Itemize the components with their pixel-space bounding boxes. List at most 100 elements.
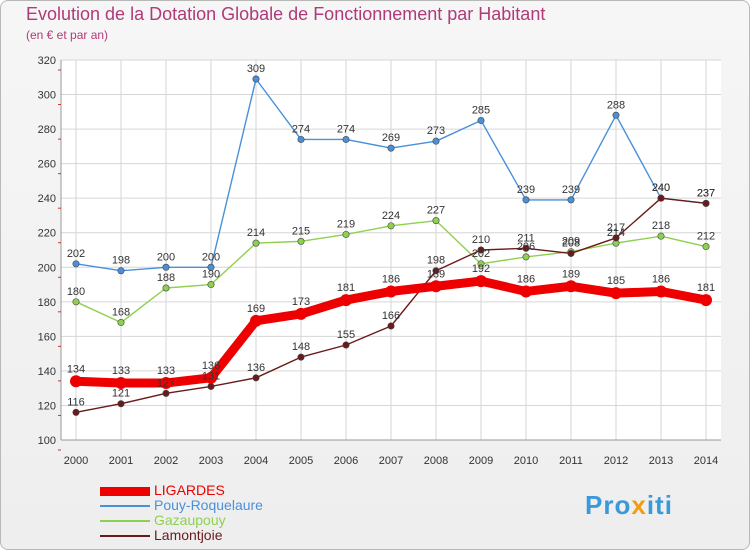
point-lamontjoie bbox=[657, 194, 665, 202]
data-label-gazaupouy: 180 bbox=[67, 286, 85, 298]
proxiti-logo: Proxiti bbox=[585, 490, 673, 521]
data-label-lamontjoie: 198 bbox=[427, 255, 445, 267]
y-tick-label: 280 bbox=[38, 124, 56, 136]
y-tick-label: 200 bbox=[38, 262, 56, 274]
point-gazaupouy bbox=[657, 232, 665, 240]
data-label-ligardes: 133 bbox=[112, 365, 130, 377]
point-pouy-roquelaure bbox=[342, 135, 350, 143]
data-label-ligardes: 186 bbox=[382, 273, 400, 285]
data-label-ligardes: 134 bbox=[67, 363, 85, 375]
point-pouy-roquelaure bbox=[117, 267, 125, 275]
data-label-pouy-roquelaure: 200 bbox=[157, 251, 175, 263]
data-label-pouy-roquelaure: 274 bbox=[292, 123, 310, 135]
data-label-pouy-roquelaure: 269 bbox=[382, 132, 400, 144]
data-label-lamontjoie: 166 bbox=[382, 310, 400, 322]
y-axis: 100 120 140 160 180 200 220 240 260 280 300 320 bbox=[38, 55, 61, 451]
data-label-gazaupouy: 214 bbox=[247, 227, 265, 239]
point-lamontjoie bbox=[477, 246, 485, 254]
data-label-gazaupouy: 218 bbox=[652, 220, 670, 232]
x-tick-label: 2002 bbox=[154, 455, 178, 467]
data-label-pouy-roquelaure: 273 bbox=[427, 125, 445, 137]
point-lamontjoie bbox=[702, 199, 710, 207]
data-label-pouy-roquelaure: 239 bbox=[517, 184, 535, 196]
y-tick-label: 120 bbox=[38, 400, 56, 412]
legend-label: LIGARDES bbox=[154, 482, 225, 498]
data-label-gazaupouy: 212 bbox=[697, 231, 715, 243]
data-label-gazaupouy: 206 bbox=[517, 241, 535, 253]
point-ligardes bbox=[250, 314, 262, 327]
point-ligardes bbox=[610, 287, 622, 300]
x-tick-label: 2008 bbox=[424, 455, 448, 467]
point-pouy-roquelaure bbox=[522, 196, 530, 204]
data-label-pouy-roquelaure: 240 bbox=[652, 182, 670, 194]
point-pouy-roquelaure bbox=[252, 75, 260, 83]
data-label-lamontjoie: 211 bbox=[517, 232, 535, 244]
point-ligardes bbox=[700, 294, 712, 307]
point-gazaupouy bbox=[252, 239, 260, 247]
data-label-gazaupouy: 168 bbox=[112, 307, 130, 319]
data-label-lamontjoie: 240 bbox=[652, 182, 670, 194]
point-pouy-roquelaure bbox=[612, 111, 620, 119]
point-lamontjoie bbox=[522, 244, 530, 252]
data-label-lamontjoie: 116 bbox=[67, 396, 85, 408]
data-label-gazaupouy: 215 bbox=[292, 225, 310, 237]
point-lamontjoie bbox=[342, 341, 350, 349]
point-gazaupouy bbox=[522, 253, 530, 261]
data-label-ligardes: 136 bbox=[202, 360, 220, 372]
point-ligardes bbox=[565, 280, 577, 293]
point-pouy-roquelaure bbox=[477, 116, 485, 124]
point-gazaupouy bbox=[117, 319, 125, 327]
data-label-gazaupouy: 214 bbox=[607, 227, 625, 239]
data-label-lamontjoie: 217 bbox=[607, 222, 625, 234]
point-lamontjoie bbox=[567, 249, 575, 257]
y-tick-label: 260 bbox=[38, 159, 56, 171]
logo-part: x bbox=[631, 490, 647, 520]
legend-label: Lamontjoie bbox=[154, 527, 223, 543]
point-lamontjoie bbox=[387, 322, 395, 330]
point-ligardes bbox=[205, 371, 217, 384]
data-label-lamontjoie: 148 bbox=[292, 341, 310, 353]
data-label-pouy-roquelaure: 200 bbox=[202, 251, 220, 263]
legend-swatch bbox=[100, 520, 150, 522]
data-label-ligardes: 169 bbox=[247, 303, 265, 315]
point-gazaupouy bbox=[702, 243, 710, 251]
y-tick-label: 100 bbox=[38, 435, 56, 447]
data-label-gazaupouy: 202 bbox=[472, 248, 490, 260]
point-ligardes bbox=[475, 275, 487, 288]
y-tick-label: 300 bbox=[38, 90, 56, 102]
logo-part: Pro bbox=[585, 490, 632, 520]
data-label-ligardes: 185 bbox=[607, 275, 625, 287]
data-label-lamontjoie: 210 bbox=[472, 234, 490, 246]
point-ligardes bbox=[340, 294, 352, 307]
x-tick-label: 2005 bbox=[289, 455, 313, 467]
x-tick-label: 2000 bbox=[64, 455, 88, 467]
data-label-lamontjoie: 237 bbox=[697, 187, 715, 199]
y-tick-label: 160 bbox=[38, 331, 56, 343]
point-lamontjoie bbox=[297, 353, 305, 361]
data-label-ligardes: 181 bbox=[337, 282, 355, 294]
data-label-pouy-roquelaure: 309 bbox=[247, 63, 265, 75]
data-label-ligardes: 186 bbox=[652, 273, 670, 285]
data-label-pouy-roquelaure: 288 bbox=[607, 99, 625, 111]
x-axis: 2000 2001 2002 2003 2004 2005 2006 2007 2008 2009… bbox=[64, 455, 718, 467]
legend-label: Pouy-Roquelaure bbox=[154, 497, 263, 513]
data-label-pouy-roquelaure: 202 bbox=[67, 248, 85, 260]
point-lamontjoie bbox=[432, 267, 440, 275]
x-tick-label: 2003 bbox=[199, 455, 223, 467]
point-gazaupouy bbox=[72, 298, 80, 306]
data-label-lamontjoie: 127 bbox=[157, 377, 175, 389]
point-ligardes bbox=[295, 307, 307, 320]
y-tick-label: 220 bbox=[38, 228, 56, 240]
data-label-pouy-roquelaure: 285 bbox=[472, 104, 490, 116]
point-ligardes bbox=[385, 285, 397, 298]
data-label-gazaupouy: 209 bbox=[562, 236, 580, 248]
y-tick-label: 320 bbox=[38, 55, 56, 67]
point-lamontjoie bbox=[162, 389, 170, 397]
data-label-ligardes: 173 bbox=[292, 296, 310, 308]
x-tick-label: 2009 bbox=[469, 455, 493, 467]
x-tick-label: 2006 bbox=[334, 455, 358, 467]
data-label-ligardes: 186 bbox=[517, 273, 535, 285]
point-ligardes bbox=[655, 285, 667, 298]
point-pouy-roquelaure bbox=[567, 196, 575, 204]
